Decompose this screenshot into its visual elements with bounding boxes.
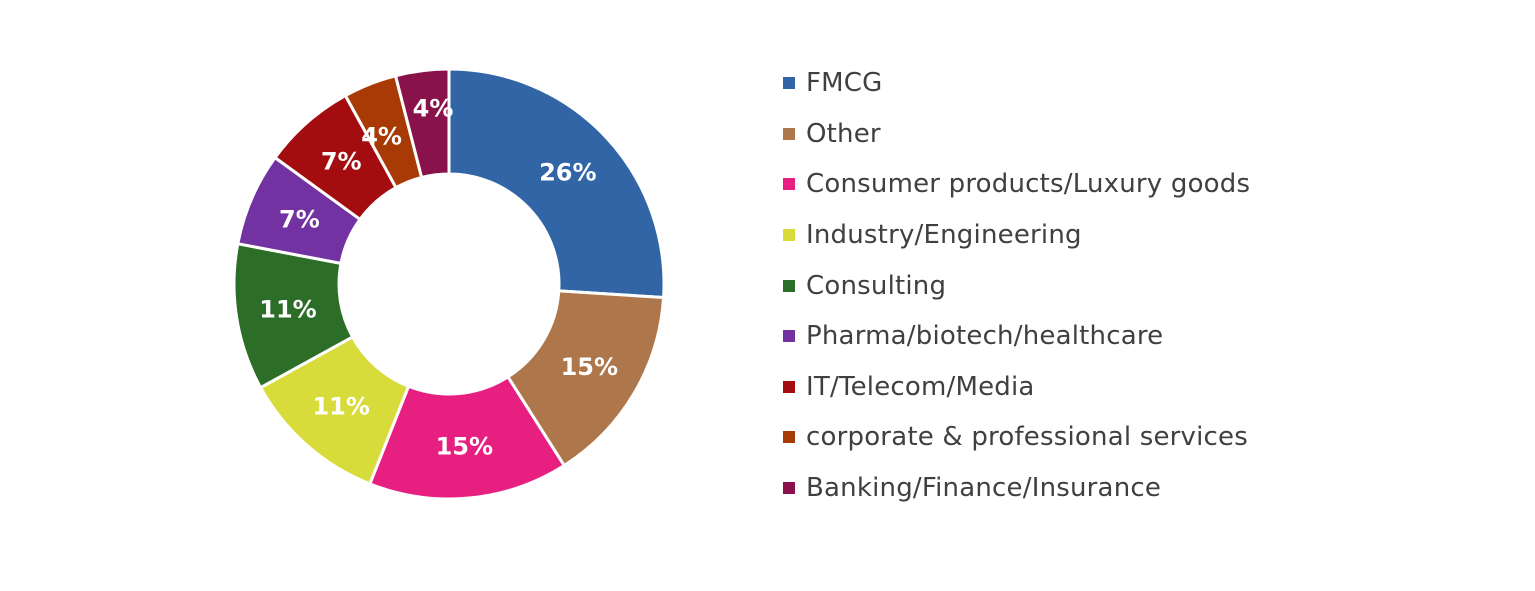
legend-swatch (783, 127, 795, 140)
legend-label: Banking/Finance/Insurance (806, 473, 1162, 504)
slice-value-label: 11% (259, 295, 316, 323)
legend-item: Consulting (783, 260, 1250, 311)
slice-value-label: 26% (539, 158, 596, 186)
legend-swatch (783, 380, 795, 393)
legend-label: IT/Telecom/Media (806, 371, 1035, 402)
donut-slice-other (506, 289, 666, 468)
donut-slice-labels: 26%15%15%11%11%7%7%4%4% (259, 95, 618, 461)
legend-item: Industry/Engineering (783, 210, 1250, 261)
legend-swatch (783, 77, 795, 90)
slice-value-label: 7% (279, 205, 320, 233)
legend-swatch (783, 178, 795, 191)
legend-label: Pharma/biotech/healthcare (806, 321, 1164, 352)
donut-slice-banking-finance-insurance (394, 67, 451, 179)
donut-slice-consumer-products-luxury-goods (368, 375, 566, 501)
legend-label: Other (806, 118, 881, 149)
slice-value-label: 4% (413, 95, 454, 123)
legend-label: corporate & professional services (806, 422, 1248, 453)
legend-item: Consumer products/Luxury goods (783, 159, 1250, 210)
slice-value-label: 11% (312, 392, 369, 420)
legend-item: Banking/Finance/Insurance (783, 463, 1250, 514)
slice-value-label: 15% (561, 353, 618, 381)
legend-item: corporate & professional services (783, 412, 1250, 463)
legend-label: Consulting (806, 270, 947, 301)
legend-swatch (783, 229, 795, 242)
slice-value-label: 15% (436, 432, 493, 460)
donut-slices (232, 67, 666, 501)
legend-label: FMCG (806, 68, 883, 99)
legend-label: Consumer products/Luxury goods (806, 169, 1251, 200)
donut-slice-fmcg (447, 67, 666, 299)
legend-swatch (783, 431, 795, 444)
legend-item: Pharma/biotech/healthcare (783, 311, 1250, 362)
legend-swatch (783, 330, 795, 343)
legend-label: Industry/Engineering (806, 220, 1082, 251)
slice-value-label: 4% (361, 123, 402, 151)
legend-swatch (783, 279, 795, 292)
legend-item: FMCG (783, 58, 1250, 109)
slice-value-label: 7% (321, 148, 362, 176)
legend-swatch (783, 482, 795, 495)
chart-legend: FMCG Other Consumer products/Luxury goods I… (783, 58, 1250, 513)
legend-item: Other (783, 109, 1250, 160)
legend-item: IT/Telecom/Media (783, 362, 1250, 413)
